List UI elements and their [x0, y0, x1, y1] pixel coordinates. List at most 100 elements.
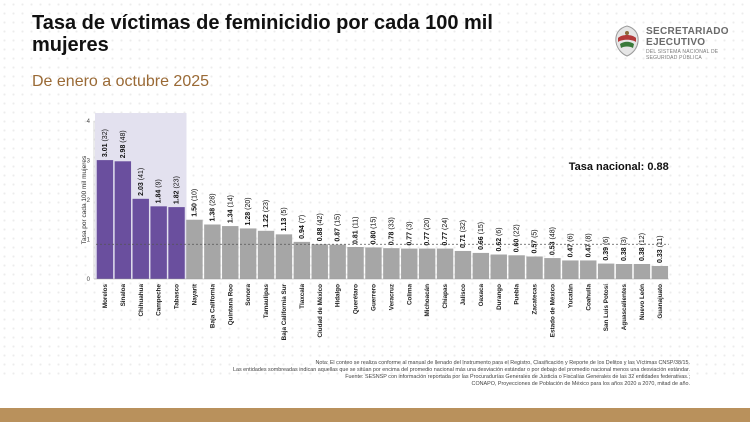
bar-chart: 0 1 2 3 4 Tasa por cada 100 mil mujeres 3.01 (…	[81, 113, 669, 340]
bar-value-label: 0.47 (6)	[567, 233, 574, 257]
category-label: Aguascalientes	[621, 284, 628, 331]
bar-count: (3)	[406, 221, 413, 232]
bar-value: 0.94	[299, 225, 306, 239]
bar-value: 0.33	[657, 249, 664, 263]
bar-count: (32)	[102, 129, 109, 143]
bar-value-label: 0.38 (12)	[639, 233, 646, 261]
category-label: Sinaloa	[120, 284, 127, 307]
category-label: Guerrero	[370, 284, 377, 311]
bar-count: (6)	[567, 233, 574, 244]
bar	[293, 241, 311, 279]
bar-value: 0.57	[532, 240, 539, 254]
bar	[311, 244, 328, 279]
bar	[526, 256, 543, 279]
bar-count: (5)	[281, 207, 288, 218]
footnote-line-1: Nota: El conteo se realiza conforme al m…	[315, 360, 690, 366]
bar-value-label: 0.77 (24)	[442, 218, 449, 246]
bar	[401, 248, 418, 279]
bar	[365, 247, 382, 279]
footnote-line-2: Las entidades sombreadas indican aquella…	[232, 367, 690, 373]
bar-value: 0.47	[567, 244, 574, 258]
category-label: Zacatecas	[532, 284, 539, 315]
bar	[204, 224, 221, 279]
bar-value: 0.71	[460, 234, 467, 248]
bar-value-label: 0.77 (20)	[424, 218, 431, 246]
bar-value-label: 0.62 (6)	[496, 227, 503, 251]
bar-value-label: 0.47 (8)	[585, 233, 592, 257]
bar-value: 1.28	[245, 212, 252, 226]
bar-value-label: 0.60 (22)	[514, 224, 521, 252]
bar	[114, 161, 132, 279]
bar-value: 0.60	[514, 239, 521, 253]
footnote: Nota: El conteo se realiza conforme al m…	[130, 360, 690, 388]
category-label: Tamaulipas	[263, 284, 270, 319]
bar-value-label: 1.82 (23)	[174, 176, 181, 204]
bar-value-label: 3.01 (32)	[102, 129, 109, 157]
bar-value-label: 2.98 (48)	[120, 130, 127, 158]
bar-value-label: 0.80 (15)	[370, 216, 377, 244]
bar	[597, 263, 615, 279]
bar-value: 0.87	[335, 228, 342, 242]
eagle-emblem-icon	[615, 25, 639, 57]
bar-value: 1.82	[174, 190, 181, 204]
bar-count: (48)	[120, 130, 127, 144]
bar-value-label: 0.94 (7)	[299, 215, 306, 239]
category-label: Estado de México	[549, 284, 556, 337]
bar-value-label: 0.38 (3)	[621, 237, 628, 261]
category-label: Yucatán	[567, 284, 574, 308]
bar-value: 3.01	[102, 143, 109, 157]
bar	[347, 247, 364, 279]
bar	[168, 207, 185, 279]
bar-count: (22)	[514, 224, 521, 238]
category-label: Jalisco	[460, 284, 467, 306]
bar	[96, 160, 114, 279]
category-label: Baja California Sur	[281, 283, 288, 340]
bar-value: 0.38	[621, 247, 628, 261]
y-tick-label: 3	[87, 159, 91, 165]
bar	[633, 263, 651, 279]
category-label: Campeche	[156, 284, 163, 316]
category-label: Oaxaca	[478, 284, 485, 307]
bar	[150, 206, 167, 279]
bar-value-label: 1.38 (28)	[209, 193, 216, 221]
logo-text-line2: EJECUTIVO	[646, 37, 706, 48]
bar-value-label: 0.77 (3)	[406, 221, 413, 245]
bar	[615, 263, 633, 279]
bar	[383, 248, 400, 279]
bar-count: (14)	[227, 195, 234, 209]
bar-count: (7)	[299, 215, 306, 226]
secretariado-logo: SECRETARIADO EJECUTIVO DEL SISTEMA NACIO…	[612, 24, 742, 61]
bar-value-label: 1.13 (5)	[281, 207, 288, 231]
bar	[186, 219, 203, 279]
bar-value: 2.98	[120, 145, 127, 159]
category-label: Querétaro	[353, 284, 360, 314]
category-label: Guanajuato	[657, 284, 664, 319]
bar-value: 0.80	[370, 231, 377, 245]
bar	[544, 258, 561, 279]
bar-count: (3)	[621, 237, 628, 248]
bar-value-label: 1.84 (9)	[156, 179, 163, 203]
bar	[222, 226, 239, 279]
bar-value: 0.77	[442, 232, 449, 246]
bar-value: 1.38	[209, 208, 216, 222]
bar-value: 0.78	[388, 231, 395, 245]
y-axis-label: Tasa por cada 100 mil mujeres	[81, 155, 88, 244]
bar-count: (48)	[549, 227, 556, 241]
bar-value-label: 0.66 (15)	[478, 222, 485, 250]
bar	[418, 248, 436, 279]
bar	[454, 250, 472, 279]
category-label: Ciudad de México	[317, 284, 324, 338]
bar-count: (5)	[532, 229, 539, 240]
category-label: Quintana Roo	[227, 284, 234, 325]
category-label: Nuevo León	[639, 284, 646, 320]
bar	[490, 254, 507, 279]
bar	[132, 198, 149, 279]
bar	[580, 260, 597, 279]
bar-count: (33)	[388, 217, 395, 231]
category-label: Morelos	[102, 284, 109, 309]
bar-value-label: 1.34 (14)	[227, 195, 234, 223]
bottom-accent-bar	[0, 408, 750, 422]
bar-count: (11)	[353, 217, 360, 231]
bar-value: 0.53	[549, 241, 556, 255]
footnote-line-3: Fuente: SESNSP con información reportada…	[345, 374, 690, 380]
